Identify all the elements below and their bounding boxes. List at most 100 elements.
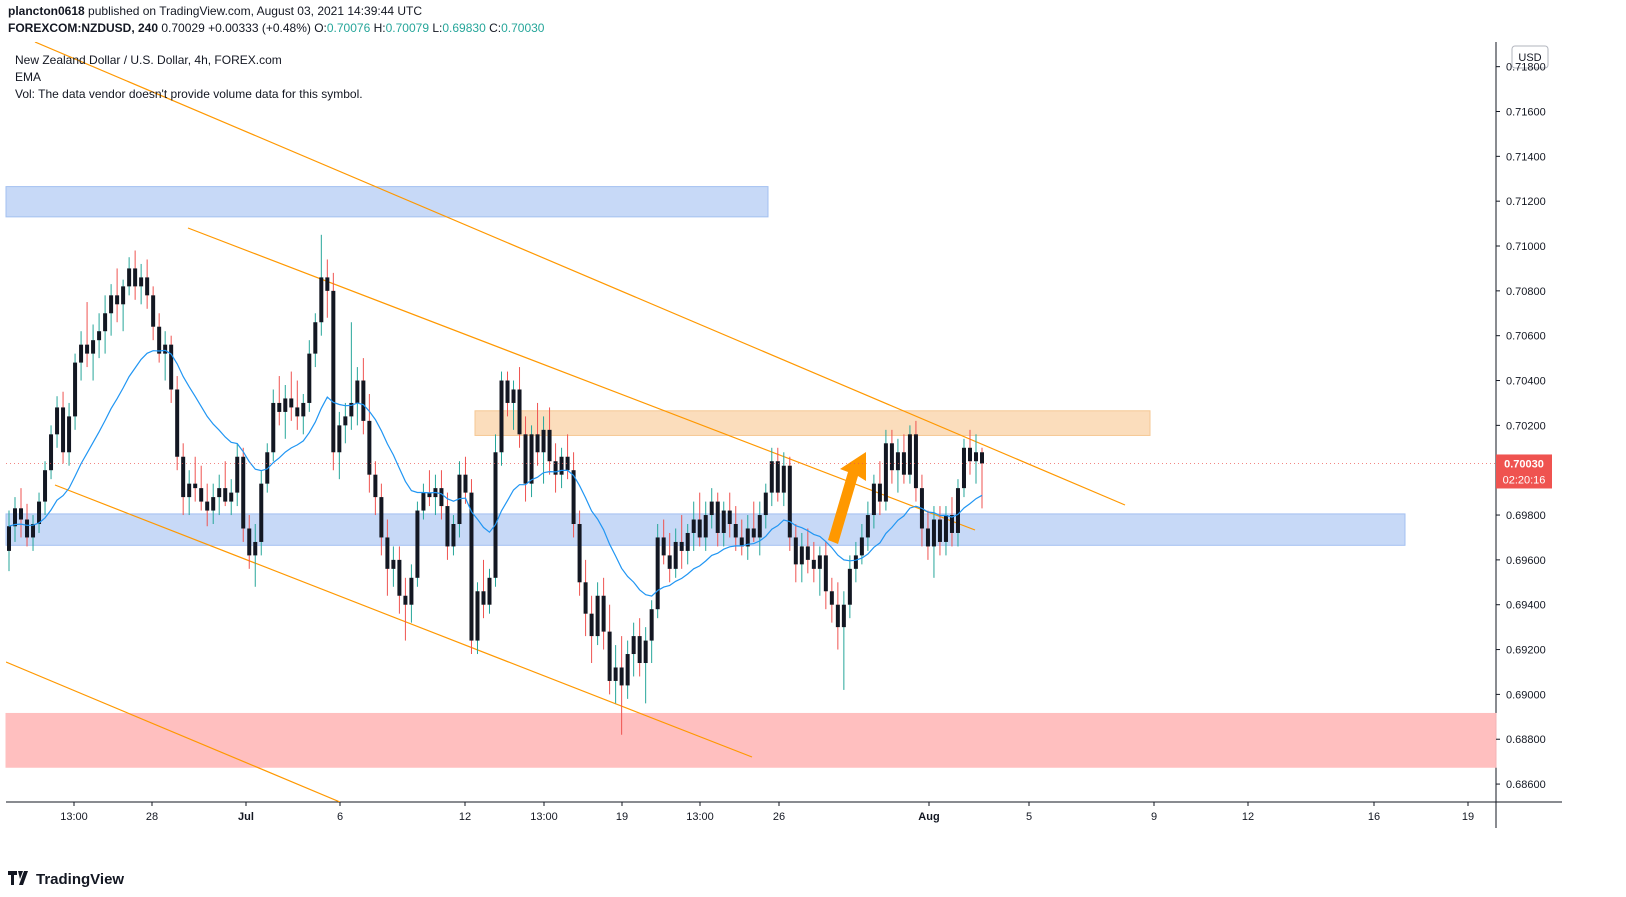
candle-body — [697, 519, 702, 538]
candle-body — [451, 524, 456, 547]
candle-body — [85, 344, 90, 354]
candle-body — [403, 595, 408, 605]
legend-title[interactable]: New Zealand Dollar / U.S. Dollar, 4h, FO… — [15, 53, 282, 67]
candle-body — [301, 402, 306, 417]
candle-body — [817, 555, 822, 569]
candle-body — [829, 591, 834, 605]
candle-body — [931, 519, 936, 547]
publish-info: plancton0618 published on TradingView.co… — [8, 4, 422, 18]
demand-zone — [5, 712, 1497, 768]
candle-body — [67, 416, 72, 453]
candle-body — [949, 515, 954, 533]
candle-body — [475, 591, 480, 641]
candle-body — [373, 474, 378, 498]
candle-body — [385, 537, 390, 569]
candle-body — [517, 389, 522, 435]
y-tick-label: 0.71000 — [1506, 241, 1546, 253]
candle-body — [325, 277, 330, 291]
legend-ema[interactable]: EMA — [15, 70, 42, 84]
candle-body — [157, 326, 162, 354]
x-tick-label: Aug — [918, 811, 939, 823]
candle-body — [295, 407, 300, 417]
candle-body — [733, 524, 738, 538]
candle-body — [655, 537, 660, 610]
candle-body — [661, 537, 666, 556]
candle-body — [199, 488, 204, 502]
x-tick-label: 13:00 — [686, 811, 714, 823]
candle-body — [505, 380, 510, 403]
x-tick-label: 19 — [1462, 811, 1474, 823]
low-value: 0.69830 — [442, 21, 486, 35]
candle-body — [757, 515, 762, 538]
footer-brand[interactable]: TradingView — [8, 871, 124, 888]
candle-body — [343, 416, 348, 426]
candle-body — [565, 456, 570, 471]
candle-body — [121, 286, 126, 305]
x-tick-label: 5 — [1026, 811, 1032, 823]
candle-body — [529, 434, 534, 484]
candle-body — [247, 528, 252, 556]
candle-body — [751, 528, 756, 538]
candle-body — [691, 519, 696, 533]
x-tick-label: 26 — [773, 811, 785, 823]
x-tick-label: 13:00 — [530, 811, 558, 823]
candle-body — [217, 488, 222, 498]
candle-body — [703, 515, 708, 538]
trendline — [54, 484, 753, 758]
last-price: 0.70029 — [161, 21, 205, 35]
candle-body — [271, 402, 276, 453]
x-tick-label: 13:00 — [60, 811, 88, 823]
y-tick-label: 0.70600 — [1506, 331, 1546, 343]
candle-body — [379, 497, 384, 538]
candle-body — [589, 613, 594, 637]
y-tick-label: 0.71800 — [1506, 62, 1546, 74]
candle-body — [961, 447, 966, 489]
price-badge-countdown: 02:20:16 — [1503, 474, 1546, 486]
candle-body — [787, 465, 792, 538]
candle-body — [871, 483, 876, 516]
open-value: 0.70076 — [326, 21, 371, 35]
brand-name: TradingView — [36, 871, 125, 888]
candle-body — [37, 501, 42, 525]
candle-body — [259, 483, 264, 542]
candle-body — [73, 362, 78, 417]
candle-body — [865, 515, 870, 538]
candle-body — [901, 452, 906, 475]
candle-body — [553, 461, 558, 475]
publish-text: published on TradingView.com, August 03,… — [88, 4, 423, 18]
currency-box — [1511, 45, 1549, 69]
candle-body — [313, 322, 318, 354]
candle-body — [727, 510, 732, 525]
candle-body — [493, 452, 498, 578]
candle-body — [331, 290, 336, 453]
publisher-name[interactable]: plancton0618 — [8, 4, 85, 18]
candle-body — [445, 506, 450, 547]
candle-body — [181, 456, 186, 498]
candle-body — [91, 340, 96, 354]
candle-body — [43, 470, 48, 502]
candle-body — [49, 434, 54, 471]
close-value: 0.70030 — [501, 21, 545, 35]
candle-body — [835, 604, 840, 628]
candle-body — [541, 429, 546, 453]
candle-body — [877, 483, 882, 502]
open-label: O: — [314, 21, 327, 35]
y-tick-label: 0.71600 — [1506, 106, 1546, 118]
chart-legend: New Zealand Dollar / U.S. Dollar, 4h, FO… — [15, 52, 363, 103]
candle-body — [937, 519, 942, 542]
candle-body — [31, 524, 36, 538]
candle-body — [319, 277, 324, 323]
candle-body — [277, 402, 282, 412]
x-tick-label: 16 — [1368, 811, 1380, 823]
candle-body — [337, 425, 342, 453]
x-tick-label: 19 — [616, 811, 628, 823]
candle-body — [151, 295, 156, 327]
candle-body — [631, 636, 636, 655]
high-label: H: — [373, 21, 386, 35]
x-tick-label: 12 — [1242, 811, 1254, 823]
candle-body — [595, 595, 600, 637]
x-tick-label: 6 — [337, 811, 343, 823]
legend-volume[interactable]: Vol: The data vendor doesn't provide vol… — [15, 87, 363, 101]
candle-body — [289, 398, 294, 408]
